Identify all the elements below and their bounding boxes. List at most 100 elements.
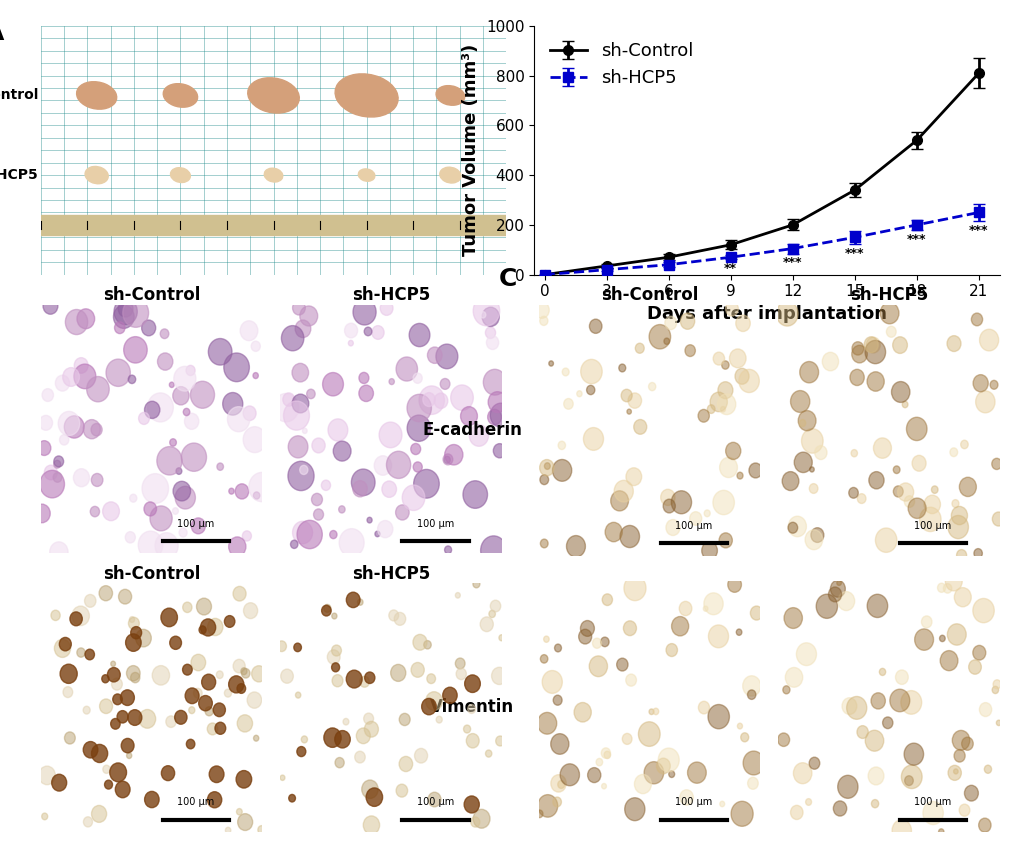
Text: 100 μm: 100 μm [675,521,711,531]
Circle shape [742,676,760,696]
Circle shape [291,394,309,413]
Circle shape [465,675,480,692]
Circle shape [42,813,48,819]
Circle shape [123,336,147,363]
Circle shape [365,672,375,684]
Circle shape [184,414,199,429]
Circle shape [202,674,215,690]
Circle shape [91,424,102,436]
Circle shape [344,323,358,338]
Circle shape [172,508,178,514]
Circle shape [442,454,452,465]
Circle shape [798,411,815,431]
Circle shape [73,364,96,389]
Circle shape [904,776,912,786]
Title: sh-HCP5: sh-HCP5 [849,287,927,305]
Circle shape [407,395,431,422]
Circle shape [782,472,798,491]
Circle shape [273,394,299,422]
Text: A: A [0,21,4,45]
Legend: sh-Control, sh-HCP5: sh-Control, sh-HCP5 [543,35,700,94]
Circle shape [110,718,120,729]
Circle shape [857,493,865,504]
Circle shape [851,341,863,355]
Circle shape [643,762,663,784]
Circle shape [118,589,131,604]
Circle shape [648,383,655,390]
Circle shape [600,637,608,647]
Circle shape [717,382,733,399]
Circle shape [181,443,206,471]
Circle shape [808,757,819,770]
Circle shape [53,473,62,482]
Circle shape [114,322,125,334]
Circle shape [113,305,135,329]
Circle shape [865,337,879,353]
Circle shape [949,448,957,456]
Circle shape [977,819,990,832]
Circle shape [842,698,856,715]
Circle shape [300,306,317,326]
Circle shape [223,353,249,382]
Circle shape [665,520,680,535]
Text: C: C [498,267,517,291]
Circle shape [312,438,325,453]
Circle shape [490,601,500,612]
Circle shape [251,341,260,352]
Circle shape [467,704,475,714]
Circle shape [152,666,169,685]
Circle shape [125,532,136,543]
Circle shape [216,671,223,679]
Circle shape [698,701,709,714]
Circle shape [725,443,740,460]
Text: 100 μm: 100 μm [914,797,951,807]
Circle shape [956,550,966,561]
Circle shape [224,615,234,627]
Circle shape [334,730,350,748]
Circle shape [398,757,413,771]
Circle shape [801,429,822,453]
Circle shape [900,691,921,714]
Circle shape [228,488,234,494]
Circle shape [287,462,314,491]
Circle shape [236,684,246,693]
Circle shape [51,610,60,620]
Circle shape [557,781,565,789]
Circle shape [183,408,190,415]
Circle shape [374,456,391,475]
Circle shape [450,385,473,410]
Circle shape [59,637,71,651]
Circle shape [142,320,156,335]
Circle shape [136,629,151,647]
Circle shape [127,710,142,725]
Circle shape [228,676,244,693]
Circle shape [750,606,762,620]
Circle shape [87,377,109,402]
Circle shape [39,415,53,431]
Circle shape [290,541,298,548]
Circle shape [126,666,140,681]
Circle shape [144,502,156,516]
Circle shape [539,460,553,476]
Circle shape [580,360,601,384]
Circle shape [482,307,498,326]
Circle shape [542,670,561,693]
Circle shape [776,733,789,746]
Circle shape [737,723,742,729]
Circle shape [970,313,981,326]
Circle shape [174,710,186,724]
Circle shape [703,510,709,517]
Circle shape [685,345,695,357]
Circle shape [804,529,822,550]
Ellipse shape [358,169,375,181]
Circle shape [738,369,758,393]
Circle shape [848,487,857,498]
Circle shape [991,686,998,693]
Circle shape [537,712,556,734]
Circle shape [552,695,561,705]
Circle shape [889,689,909,712]
Ellipse shape [76,82,116,109]
Circle shape [42,389,53,402]
Circle shape [809,467,813,472]
Circle shape [386,451,411,479]
